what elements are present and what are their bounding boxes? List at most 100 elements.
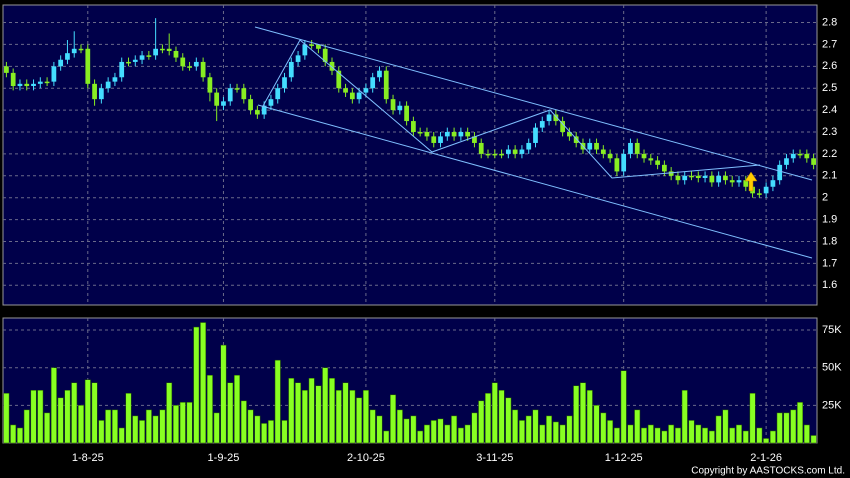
volume-bar [145,409,152,444]
candle-body [533,127,538,143]
candle-body [180,57,186,67]
volume-bar [132,415,139,444]
volume-bar [227,382,234,444]
candle-body [295,55,301,62]
candle-body [322,48,328,62]
x-tick-label: 3-11-25 [476,452,513,464]
candle-body [363,88,369,93]
volume-bar [342,382,349,444]
candle-body [743,180,749,187]
volume-bar [308,377,315,444]
candle-body [214,92,220,106]
volume-bar [417,430,424,444]
candle-body [668,171,674,176]
candle-body [160,48,165,51]
volume-bar [776,412,783,444]
volume-bar [681,390,688,444]
candle-body [132,59,138,62]
candle-body [417,132,423,134]
candle-body [200,61,206,78]
zigzag [262,39,761,179]
candle-body [173,50,179,58]
volume-bar [78,405,84,444]
volume-bar [451,415,458,444]
candle-body [4,66,9,73]
candle-body [105,81,111,89]
candle-body [349,92,355,100]
y-tick-label: 1.6 [822,279,837,291]
candle-body [600,149,606,154]
candle-body [546,114,552,122]
volume-bar [485,393,491,444]
volume-bar [274,359,281,444]
volume-bar [369,409,376,444]
volume-bar [654,427,661,444]
candle-body [336,70,342,89]
volume-bar [125,393,132,444]
candle-body [383,70,389,100]
candle-body [505,149,511,154]
candle-body [17,83,23,87]
x-tick-label: 1-9-25 [208,452,240,464]
volume-bar [478,400,485,444]
volume-bar [423,424,430,444]
y-tick-label: 2.1 [822,170,837,182]
candle-body [288,61,294,78]
volume-bar [213,412,220,444]
volume-bar [600,412,607,444]
volume-bar [620,370,627,444]
candle-body [397,105,403,111]
volume-bar [708,430,715,444]
volume-bar [769,430,776,444]
candle-body [655,160,660,165]
volume-bar [91,382,98,444]
volume-bar [668,424,675,444]
volume-bar [166,382,173,444]
candle-body [492,153,498,156]
candle-body [777,164,783,181]
y-tick-label: 2.4 [822,104,837,116]
candle-body [539,121,545,128]
volume-bar [376,415,383,444]
candle-body [31,83,36,87]
volume-bar [383,430,390,444]
volume-bar [30,390,37,444]
candle-body [472,136,477,143]
plot-layer: 1.6 1.7 1.8 1.9 2 2.1 2.2 2.3 2.4 2.5 2.6 2.7 2.8 25K… [3,5,842,464]
price-panel [2,4,818,306]
candle-body [573,136,579,143]
volume-bar [580,382,586,444]
candle-body [682,175,688,181]
volume-bar [356,397,363,444]
candle-body [499,153,504,156]
volume-bar [234,374,240,444]
volume-bar [505,397,512,444]
candle-body [424,132,430,137]
candle-body [343,88,348,93]
candle-body [478,142,484,154]
volume-bar [464,424,471,444]
candle-body [621,153,627,172]
volume-bar [403,418,410,444]
volume-bar [50,367,57,444]
volume-bar [71,382,78,444]
candle-body [146,55,152,57]
candle-body [166,48,172,51]
candle-body [255,110,260,115]
candle-body [811,158,816,165]
candle-body [44,81,50,84]
candle-body [641,153,647,159]
candle-body [451,132,457,137]
volume-bar [559,424,566,444]
volume-bar [37,390,44,444]
volume-bar [444,424,451,444]
y-tick-label: 2 [822,192,828,204]
trend-lines [254,26,813,259]
candle-body [662,164,667,172]
volume-bar [44,412,51,444]
candle-body [241,88,247,100]
candle-body [675,175,681,181]
candle-body [628,142,633,154]
candle-body [356,92,362,100]
x-tick-label: 2-10-25 [347,452,385,464]
